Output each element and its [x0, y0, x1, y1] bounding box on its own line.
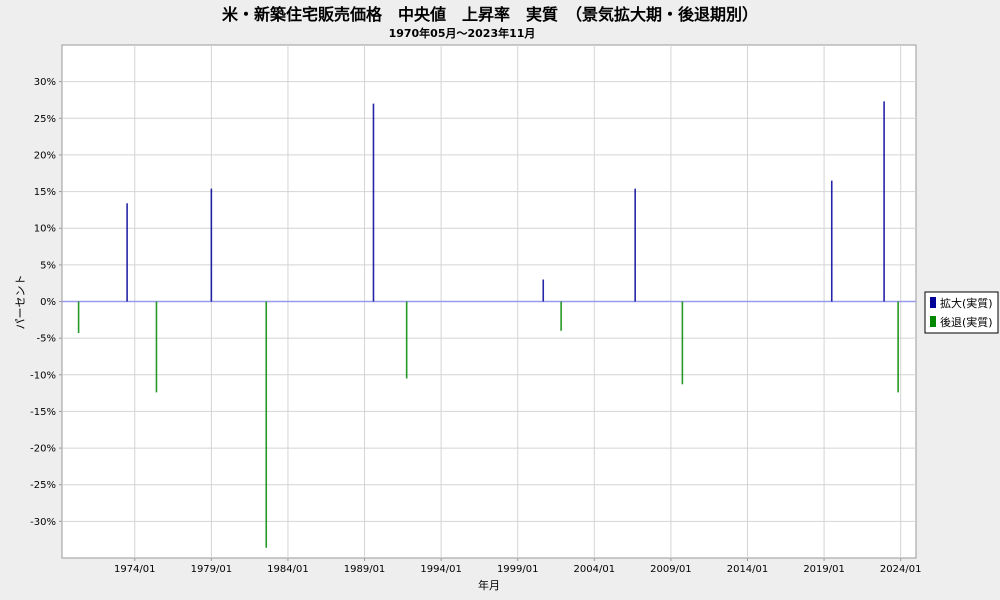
x-tick-label: 2004/01 — [574, 564, 616, 575]
x-tick-label: 1984/01 — [267, 564, 309, 575]
y-tick-label: 25% — [34, 114, 56, 125]
legend-label-expansion: 拡大(実質) — [940, 296, 993, 310]
y-tick-label: 30% — [34, 77, 56, 88]
x-tick-label: 1974/01 — [114, 564, 156, 575]
x-tick-label: 1979/01 — [191, 564, 233, 575]
y-tick-label: -30% — [30, 517, 56, 528]
y-tick-label: -10% — [30, 370, 56, 381]
y-tick-label: -5% — [37, 334, 56, 345]
x-tick-label: 2014/01 — [727, 564, 769, 575]
legend-box — [924, 291, 999, 334]
y-axis-ticks: -30% -25% -20% -15% -10% -5% 0% 5% 10% 15% 20% 25% 3… — [30, 77, 62, 528]
x-axis-label: 年月 — [478, 578, 500, 592]
chart-title: 米・新築住宅販売価格 中央値 上昇率 実質 （景気拡大期・後退期別） — [222, 5, 758, 24]
bars — [77, 101, 899, 548]
chart-subtitle: 1970年05月～2023年11月 — [389, 26, 536, 40]
y-tick-label: 15% — [34, 187, 56, 198]
x-tick-label: 2019/01 — [803, 564, 845, 575]
legend-label-recession: 後退(実質) — [940, 315, 993, 329]
x-tick-label: 2009/01 — [650, 564, 692, 575]
y-tick-label: -20% — [30, 444, 56, 455]
y-tick-label: 5% — [40, 260, 56, 271]
x-tick-label: 1989/01 — [344, 564, 386, 575]
x-axis-ticks: 1974/01 1979/01 1984/01 1989/01 1994/01 1999/… — [114, 558, 921, 575]
y-tick-label: -15% — [30, 407, 56, 418]
legend: 拡大(実質) 後退(実質) — [924, 291, 999, 334]
x-tick-label: 1999/01 — [497, 564, 539, 575]
y-tick-label: 10% — [34, 224, 56, 235]
y-tick-label: -25% — [30, 480, 56, 491]
y-axis-label: パーセント — [14, 275, 27, 330]
legend-swatch-expansion — [930, 297, 936, 308]
y-tick-label: 0% — [40, 297, 56, 308]
x-tick-label: 2024/01 — [880, 564, 922, 575]
y-tick-label: 20% — [34, 150, 56, 161]
legend-swatch-recession — [930, 316, 936, 327]
x-tick-label: 1994/01 — [420, 564, 462, 575]
